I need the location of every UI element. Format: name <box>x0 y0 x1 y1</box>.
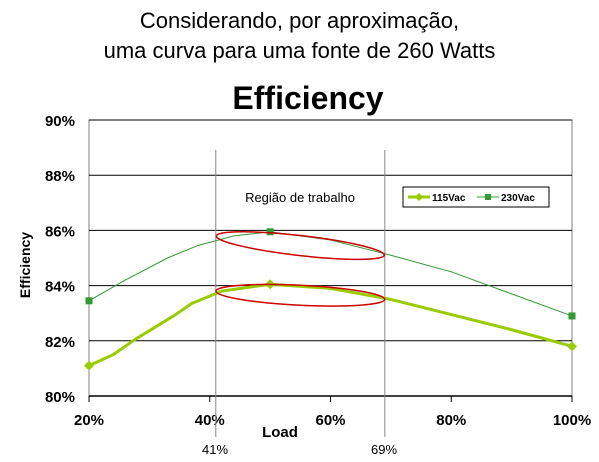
data-point-230Vac <box>85 297 93 305</box>
legend-marker <box>485 194 491 200</box>
y-axis-label: Efficiency <box>17 232 33 298</box>
x-tick-label: 60% <box>315 412 345 429</box>
chart-title: Efficiency <box>232 80 383 116</box>
x-tick-label: 80% <box>436 412 466 429</box>
caption-line-2: uma curva para uma fonte de 260 Watts <box>103 38 496 63</box>
series-line-115Vac <box>88 282 573 368</box>
region-end-label: 69% <box>371 442 397 457</box>
legend: 115Vac 230Vac <box>402 186 550 208</box>
highlight-ellipse <box>215 283 386 307</box>
data-point-230Vac <box>568 312 576 320</box>
data-point-115Vac <box>567 341 577 352</box>
legend-box <box>402 186 550 208</box>
x-tick-label: 20% <box>74 412 104 429</box>
legend-label: 230Vac <box>501 193 535 204</box>
legend-label: 115Vac <box>432 193 466 204</box>
y-tick-label: 88% <box>45 168 75 185</box>
y-tick-label: 86% <box>45 223 75 240</box>
data-point-115Vac <box>84 360 94 371</box>
y-tick-label: 84% <box>45 279 75 296</box>
x-tick-label: 40% <box>195 412 225 429</box>
y-tick-label: 80% <box>45 389 75 406</box>
caption-line-1: Considerando, por aproximação, <box>139 8 460 33</box>
caption: Considerando, por aproximação, uma curva… <box>0 6 599 66</box>
region-start-label: 41% <box>202 442 228 457</box>
y-tick-label: 90% <box>45 113 75 130</box>
x-axis-label: Load <box>262 424 298 441</box>
data-point-230Vac <box>266 228 274 236</box>
legend-marker <box>415 193 423 201</box>
x-tick-label: 100% <box>553 412 591 429</box>
highlight-ellipse <box>215 231 386 261</box>
region-label: Região de trabalho <box>245 190 355 205</box>
y-tick-label: 82% <box>45 334 75 351</box>
